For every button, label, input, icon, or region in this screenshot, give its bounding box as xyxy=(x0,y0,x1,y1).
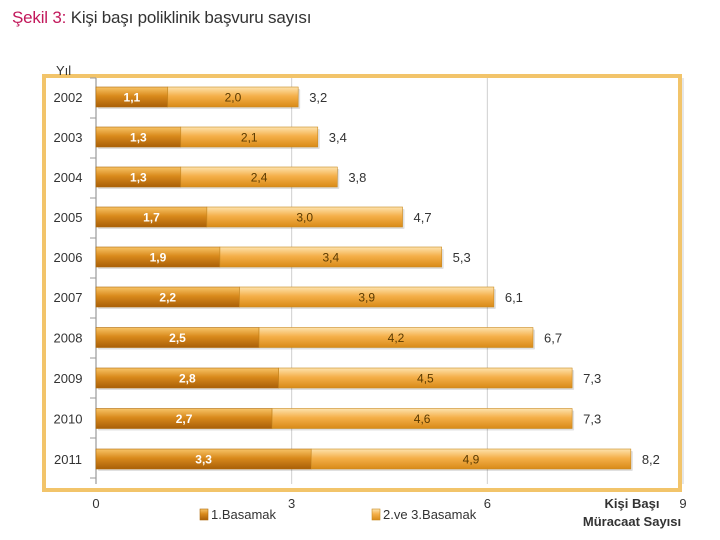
y-category-label: 2007 xyxy=(54,290,83,305)
legend-item-2-3-basamak-label: 2.ve 3.Basamak xyxy=(383,507,477,522)
data-label-2-3-basamak: 2,1 xyxy=(241,131,258,145)
data-label-1-basamak: 2,2 xyxy=(159,291,176,305)
x-axis-title-line1: Kişi Başı xyxy=(605,496,660,511)
data-label-2-3-basamak: 3,9 xyxy=(358,291,375,305)
bar-2-3-basamak xyxy=(258,327,534,348)
data-label-total: 8,2 xyxy=(642,452,660,467)
data-label-total: 4,7 xyxy=(414,210,432,225)
figure-title-text: Kişi başı poliklinik başvuru sayısı xyxy=(70,8,312,27)
y-category-label: 2010 xyxy=(54,412,83,427)
data-label-1-basamak: 1,9 xyxy=(150,251,167,265)
x-tick-label: 0 xyxy=(92,496,99,511)
bar-2-3-basamak xyxy=(180,166,338,188)
data-label-total: 3,4 xyxy=(329,130,347,145)
data-label-total: 3,8 xyxy=(348,170,366,185)
y-category-label: 2009 xyxy=(54,371,83,386)
data-label-1-basamak: 2,7 xyxy=(176,412,193,426)
data-label-1-basamak: 2,8 xyxy=(179,372,196,386)
y-category-label: 2008 xyxy=(54,331,83,346)
data-label-1-basamak: 3,3 xyxy=(195,453,212,467)
data-label-2-3-basamak: 4,5 xyxy=(417,372,434,386)
y-category-label: 2004 xyxy=(54,170,83,185)
x-axis-title-line2: Müracaat Sayısı xyxy=(583,514,681,529)
bar-2-3-basamak xyxy=(310,448,632,470)
data-label-1-basamak: 1,3 xyxy=(130,171,147,185)
y-category-label: 2011 xyxy=(54,452,82,467)
data-label-1-basamak: 2,5 xyxy=(169,331,186,345)
figure-title: Şekil 3: Kişi başı poliklinik başvuru sa… xyxy=(12,8,311,28)
data-label-total: 6,1 xyxy=(505,290,523,305)
y-category-label: 2003 xyxy=(54,130,83,145)
data-label-total: 5,3 xyxy=(453,250,471,265)
y-category-label: 2002 xyxy=(54,90,83,105)
data-label-2-3-basamak: 2,0 xyxy=(225,91,242,105)
legend-item-2-3-basamak-swatch xyxy=(371,508,381,521)
data-label-1-basamak: 1,7 xyxy=(143,211,160,225)
bar-2-3-basamak xyxy=(239,286,495,308)
data-label-1-basamak: 1,3 xyxy=(130,131,147,145)
legend-item-1-basamak-swatch xyxy=(199,508,209,521)
figure-title-prefix: Şekil 3: xyxy=(12,8,67,27)
bar-2-3-basamak xyxy=(271,408,573,429)
bar-2-3-basamak xyxy=(206,206,403,228)
data-label-2-3-basamak: 4,9 xyxy=(463,453,480,467)
legend-item-1-basamak-label: 1.Basamak xyxy=(211,507,277,522)
data-label-total: 6,7 xyxy=(544,331,562,346)
data-label-total: 7,3 xyxy=(583,412,601,427)
x-tick-label: 3 xyxy=(288,496,295,511)
data-label-2-3-basamak: 2,4 xyxy=(251,171,268,185)
data-label-total: 3,2 xyxy=(309,90,327,105)
y-category-label: 2005 xyxy=(54,210,83,225)
y-axis-title: Yıl xyxy=(56,63,71,78)
y-category-label: 2006 xyxy=(54,250,83,265)
data-label-2-3-basamak: 4,2 xyxy=(388,331,405,345)
data-label-total: 7,3 xyxy=(583,371,601,386)
bar-2-3-basamak xyxy=(167,86,299,108)
data-label-2-3-basamak: 3,4 xyxy=(322,251,339,265)
bar-2-3-basamak xyxy=(219,246,442,268)
bar-2-3-basamak xyxy=(278,367,573,389)
x-tick-label: 9 xyxy=(679,496,686,511)
data-label-1-basamak: 1,1 xyxy=(124,91,141,105)
data-label-2-3-basamak: 3,0 xyxy=(296,211,313,225)
data-label-2-3-basamak: 4,6 xyxy=(414,412,431,426)
x-tick-label: 6 xyxy=(484,496,491,511)
bar-2-3-basamak xyxy=(180,126,319,148)
